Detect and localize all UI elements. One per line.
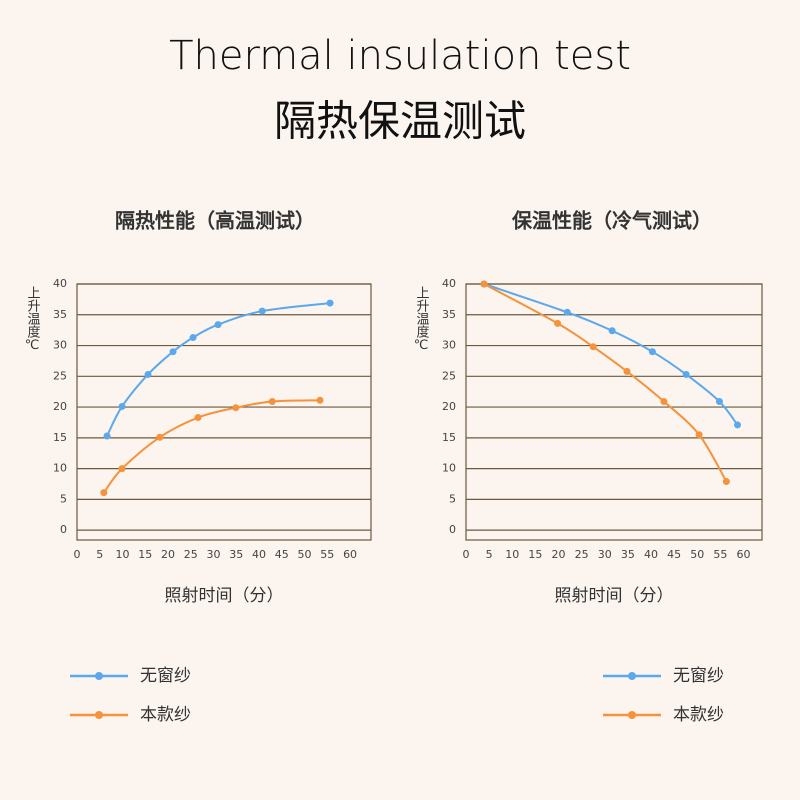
data-point [733,421,741,429]
y-tick-label: 35 [442,308,456,321]
y-axis-label: 上升温度℃ [414,286,430,353]
x-tick-label: 50 [298,548,312,561]
y-tick-label: 25 [442,369,456,382]
data-point [715,398,723,406]
data-point [156,433,164,441]
y-tick-label: 40 [442,277,456,290]
data-point [258,307,266,315]
x-tick-label: 5 [96,548,103,561]
y-tick-label: 20 [53,400,67,413]
legend-marker [628,711,636,719]
x-tick-label: 45 [275,548,289,561]
y-tick-label: 0 [60,523,67,536]
data-point [563,308,571,316]
x-tick-label: 30 [598,548,612,561]
x-axis-label: 照射时间（分） [555,586,674,606]
data-point [189,334,197,342]
legend-label: 无窗纱 [673,666,724,686]
data-point [169,348,177,356]
legend-label: 无窗纱 [140,666,191,686]
x-tick-label: 45 [667,548,681,561]
data-point [660,398,668,406]
x-tick-label: 40 [252,548,266,561]
data-point [480,280,488,288]
y-tick-label: 35 [53,308,67,321]
page-title: Thermal insulation test [169,33,631,79]
x-tick-label: 5 [486,548,493,561]
x-tick-label: 30 [207,548,221,561]
legend-label: 本款纱 [140,705,191,725]
data-point [554,319,562,327]
data-point [722,478,730,486]
legend-marker [95,711,103,719]
series-line [483,283,728,483]
x-axis-label: 照射时间（分） [165,586,284,606]
data-point [194,414,202,422]
y-tick-label: 15 [442,431,456,444]
chart-title: 保温性能（冷气测试） [511,209,712,233]
data-point [648,348,656,356]
y-tick-label: 10 [53,462,67,475]
data-point [326,299,334,307]
y-tick-label: 0 [449,523,456,536]
data-point [695,431,703,439]
y-tick-label: 30 [442,339,456,352]
y-tick-label: 40 [53,277,67,290]
data-point [316,396,324,404]
legend-label: 本款纱 [673,705,724,725]
y-tick-label: 5 [60,492,67,505]
data-point [682,370,690,378]
series-line [103,399,321,494]
legend-marker [628,672,636,680]
y-tick-label: 10 [442,462,456,475]
y-tick-label: 5 [449,492,456,505]
page-subtitle: 隔热保温测试 [274,97,526,146]
x-tick-label: 55 [713,548,727,561]
y-tick-label: 25 [53,369,67,382]
data-point [589,343,597,351]
x-tick-label: 25 [184,548,198,561]
x-tick-label: 0 [74,548,81,561]
y-axis-label: 上升温度℃ [25,286,41,353]
x-tick-label: 0 [463,548,470,561]
chart-title: 隔热性能（高温测试） [115,209,315,233]
x-tick-label: 20 [552,548,566,561]
data-point [608,327,616,335]
x-tick-label: 60 [737,548,751,561]
x-tick-label: 50 [690,548,704,561]
x-tick-label: 35 [621,548,635,561]
data-point [268,398,276,406]
x-tick-label: 60 [343,548,357,561]
y-tick-label: 20 [442,400,456,413]
x-tick-label: 35 [229,548,243,561]
data-point [144,370,152,378]
data-point [232,404,240,412]
data-point [100,489,108,497]
plot-border [465,283,763,541]
x-tick-label: 25 [575,548,589,561]
x-tick-label: 40 [644,548,658,561]
x-tick-label: 20 [161,548,175,561]
data-point [118,402,126,410]
data-point [214,321,222,329]
x-tick-label: 15 [528,548,542,561]
x-tick-label: 55 [320,548,334,561]
legend-marker [95,672,103,680]
x-tick-label: 10 [116,548,130,561]
x-tick-label: 10 [505,548,519,561]
data-point [118,465,126,473]
data-point [103,432,111,440]
data-point [623,367,631,375]
y-tick-label: 30 [53,339,67,352]
x-tick-label: 15 [138,548,152,561]
y-tick-label: 15 [53,431,67,444]
